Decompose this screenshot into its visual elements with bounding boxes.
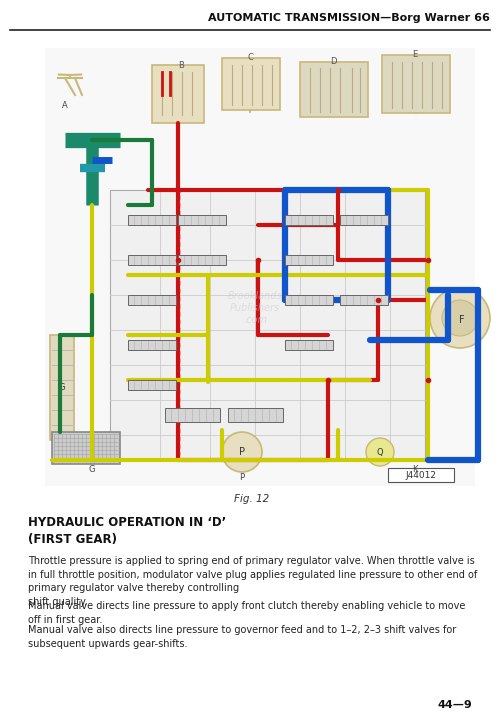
Text: B: B bbox=[178, 61, 184, 70]
Text: K: K bbox=[412, 466, 418, 474]
Bar bbox=[228, 408, 283, 422]
Circle shape bbox=[442, 300, 478, 336]
Bar bbox=[178, 255, 226, 265]
Text: AUTOMATIC TRANSMISSION—Borg Warner 66: AUTOMATIC TRANSMISSION—Borg Warner 66 bbox=[208, 13, 490, 23]
Circle shape bbox=[222, 432, 262, 472]
Bar bbox=[128, 340, 176, 350]
Text: D: D bbox=[330, 57, 336, 66]
Text: 44—9: 44—9 bbox=[437, 700, 472, 710]
Bar bbox=[110, 190, 425, 460]
Text: P: P bbox=[239, 447, 245, 457]
Text: E: E bbox=[412, 50, 417, 59]
Bar bbox=[222, 58, 280, 110]
Bar bbox=[285, 340, 333, 350]
Bar bbox=[388, 468, 454, 482]
Bar bbox=[178, 215, 226, 225]
Circle shape bbox=[430, 288, 490, 348]
Bar bbox=[285, 215, 333, 225]
Bar bbox=[300, 62, 368, 117]
Bar bbox=[165, 408, 220, 422]
Bar bbox=[128, 380, 176, 390]
Text: Brooklands
Publishers
.com: Brooklands Publishers .com bbox=[228, 292, 282, 325]
Bar bbox=[45, 48, 475, 486]
Text: A: A bbox=[62, 101, 68, 109]
Bar bbox=[50, 335, 74, 440]
Text: Manual valve also directs line pressure to governor feed and to 1–2, 2–3 shift v: Manual valve also directs line pressure … bbox=[28, 625, 456, 649]
Bar bbox=[128, 215, 176, 225]
Text: HYDRAULIC OPERATION IN ‘D’
(FIRST GEAR): HYDRAULIC OPERATION IN ‘D’ (FIRST GEAR) bbox=[28, 516, 226, 546]
Text: P: P bbox=[240, 474, 244, 482]
Bar bbox=[128, 255, 176, 265]
Text: Manual valve directs line pressure to apply front clutch thereby enabling vehicl: Manual valve directs line pressure to ap… bbox=[28, 601, 466, 624]
Bar bbox=[152, 65, 204, 123]
Circle shape bbox=[366, 438, 394, 466]
Text: F: F bbox=[459, 315, 465, 325]
Text: Fig. 12: Fig. 12 bbox=[234, 494, 270, 504]
Text: Q: Q bbox=[376, 448, 384, 456]
Bar bbox=[285, 295, 333, 305]
Text: G: G bbox=[89, 466, 95, 474]
Bar bbox=[340, 215, 388, 225]
Bar bbox=[340, 295, 388, 305]
Text: J44012: J44012 bbox=[406, 470, 436, 480]
Bar bbox=[128, 295, 176, 305]
Bar bbox=[285, 255, 333, 265]
Bar bbox=[52, 432, 120, 464]
Text: G: G bbox=[59, 384, 65, 392]
Text: Throttle pressure is applied to spring end of primary regulator valve. When thro: Throttle pressure is applied to spring e… bbox=[28, 556, 477, 607]
Bar bbox=[382, 55, 450, 113]
Text: C: C bbox=[248, 53, 254, 62]
